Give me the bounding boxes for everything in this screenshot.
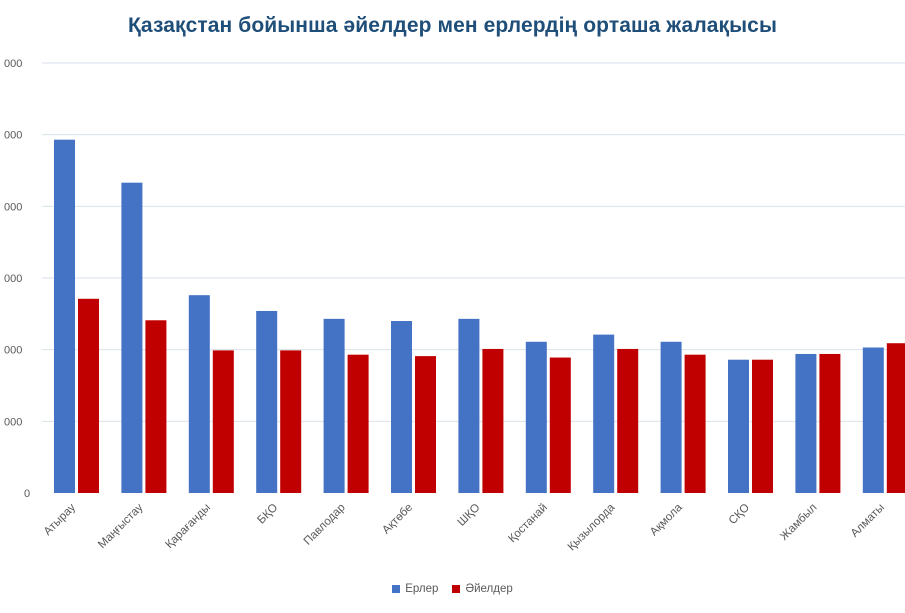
bar-men — [593, 334, 615, 493]
bar-men — [121, 182, 143, 493]
legend-swatch-men — [392, 585, 401, 593]
legend-swatch-women — [452, 585, 461, 593]
legend-label-women: Әйелдер — [465, 583, 513, 595]
x-tick-label: Ақмола — [648, 501, 685, 538]
bar-men — [188, 295, 210, 493]
bar-women — [415, 356, 436, 493]
bar-men — [660, 341, 682, 493]
bar-men — [728, 359, 749, 493]
bar-women — [886, 343, 905, 493]
legend-item-women: Әйелдер — [452, 583, 513, 595]
bar-women — [78, 298, 99, 493]
bar-women — [684, 354, 706, 493]
x-tick-label: ШҚО — [456, 502, 483, 529]
bar-women — [617, 348, 639, 493]
bar-men — [458, 318, 480, 493]
y-tick-label: 000 — [4, 58, 22, 70]
y-tick-label: 000 — [4, 345, 22, 357]
x-tick-label: Қостанай — [506, 502, 550, 546]
x-axis-ticks: Атырау Маңғыстау Қарағанды БҚО Павлодар Ақтөб… — [42, 501, 887, 553]
y-tick-label: 0 — [24, 488, 30, 500]
bar-women — [280, 350, 302, 493]
bar-women — [819, 353, 841, 493]
bar-women — [482, 348, 504, 493]
bars-layer — [54, 139, 905, 493]
y-tick-label: 000 — [4, 201, 22, 213]
x-tick-label: Атырау — [42, 501, 78, 537]
legend-item-men: Ерлер — [392, 583, 438, 595]
legend-label-men: Ерлер — [405, 583, 439, 595]
chart-title: Қазақстан бойынша әйелдер мен ерлердің о… — [128, 14, 777, 37]
y-tick-label: 000 — [4, 416, 22, 428]
bar-women — [212, 350, 234, 493]
bar-men — [862, 347, 884, 493]
bar-women — [549, 357, 571, 493]
bar-women — [752, 359, 773, 493]
x-tick-label: Жамбыл — [778, 502, 819, 543]
bar-men — [54, 139, 75, 493]
x-tick-label: БҚО — [255, 502, 280, 527]
bar-men — [525, 341, 547, 493]
bar-men — [391, 321, 412, 493]
x-tick-label: Қызылорда — [566, 501, 618, 553]
x-tick-label: СҚО — [727, 502, 752, 527]
legend: Ерлер Әйелдер — [0, 583, 905, 595]
y-tick-label: 000 — [4, 273, 22, 285]
x-tick-label: Ақтөбе — [380, 502, 415, 537]
bar-men — [323, 318, 345, 493]
bar-women — [347, 354, 369, 493]
bar-men — [256, 310, 278, 493]
y-tick-label: 000 — [4, 130, 22, 142]
x-tick-label: Павлодар — [302, 502, 348, 548]
bar-men — [795, 353, 817, 493]
x-tick-label: Маңғыстау — [96, 501, 146, 551]
x-tick-label: Алматы — [849, 502, 887, 540]
bar-women — [145, 320, 167, 493]
x-tick-label: Қарағанды — [164, 502, 213, 551]
